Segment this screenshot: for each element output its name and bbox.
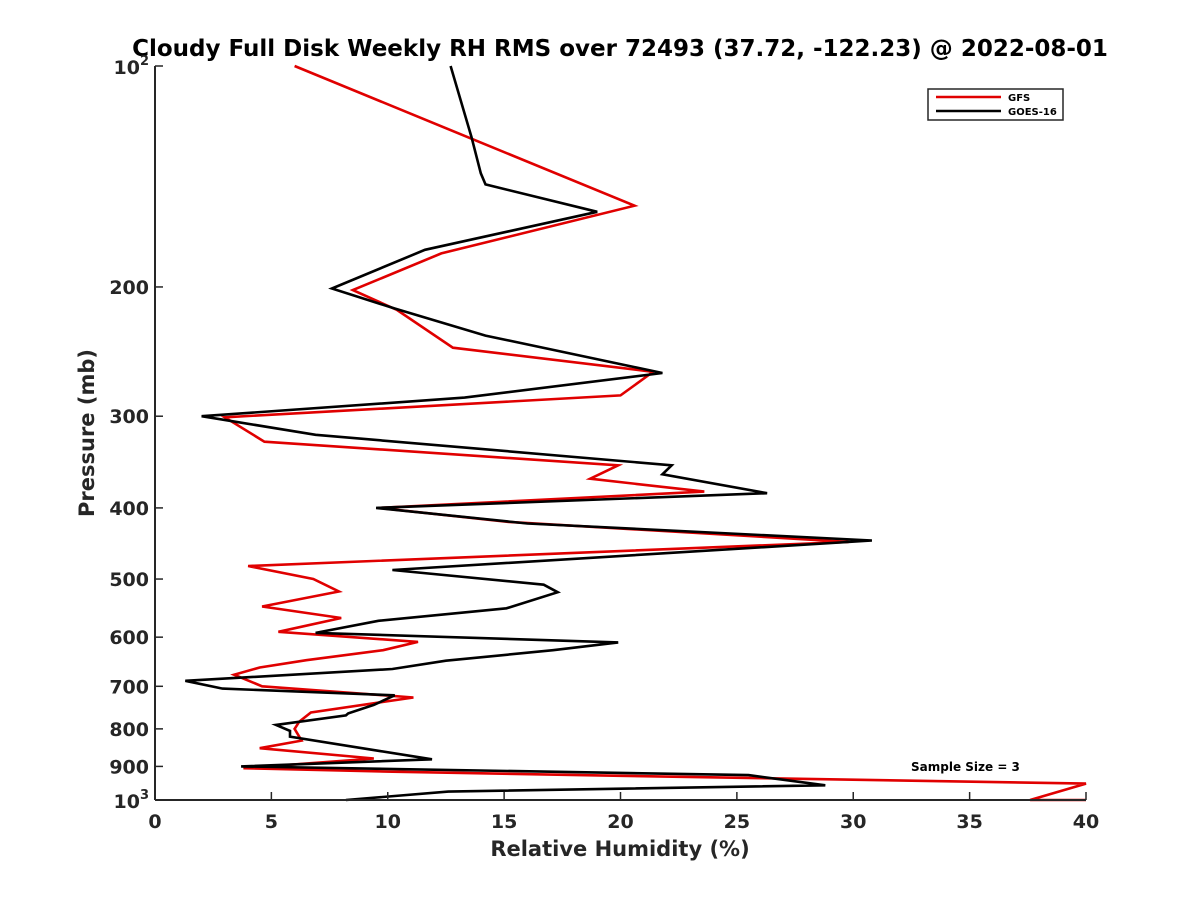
y-ticks: 102 200 300 400 500 600 700 800 900 103 [109,54,163,813]
x-tick-label: 35 [956,811,982,833]
y-axis-label: Pressure (mb) [75,349,99,517]
y-tick-label: 600 [109,627,149,649]
x-ticks: 0 5 10 15 20 25 30 35 40 [148,792,1099,833]
x-axis-label: Relative Humidity (%) [490,837,749,861]
x-tick-label: 5 [265,811,278,833]
x-tick-label: 0 [148,811,161,833]
x-tick-label: 30 [840,811,866,833]
series-line-gfs [220,64,1087,802]
chart-title: Cloudy Full Disk Weekly RH RMS over 7249… [132,36,1108,62]
y-tick-label: 200 [109,277,149,299]
y-tick-label: 300 [109,406,149,428]
sample-size-annotation: Sample Size = 3 [911,760,1020,774]
series-layer [185,64,1087,802]
y-tick-label: 800 [109,719,149,741]
x-tick-label: 10 [375,811,401,833]
y-tick-label: 500 [109,569,149,591]
legend-box [927,88,1064,121]
y-tick-label: 700 [109,676,149,698]
y-tick-label: 103 [114,788,150,813]
legend-label-goes16: GOES-16 [1008,107,1057,118]
y-tick-label: 900 [109,756,149,778]
x-tick-label: 25 [724,811,750,833]
x-tick-label: 20 [607,811,633,833]
legend: GFS GOES-16 [927,88,1064,121]
series-line-goes16 [185,65,872,802]
legend-label-gfs: GFS [1008,93,1030,104]
y-tick-label: 400 [109,498,149,520]
y-tick-label: 102 [114,54,150,79]
x-tick-label: 15 [491,811,517,833]
x-tick-label: 40 [1073,811,1099,833]
